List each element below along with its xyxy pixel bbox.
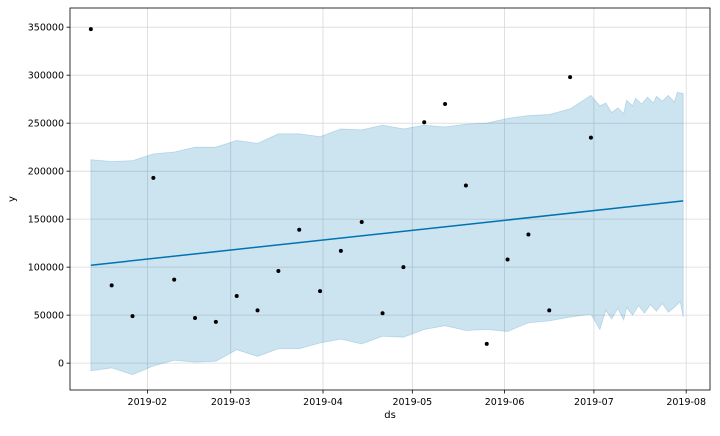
observed-point bbox=[359, 220, 364, 225]
observed-point bbox=[234, 293, 239, 298]
x-axis-label: ds bbox=[384, 410, 396, 421]
observed-point bbox=[255, 308, 260, 313]
plot-frame bbox=[69, 7, 711, 391]
observed-point bbox=[588, 135, 593, 140]
y-axis-label: y bbox=[7, 196, 18, 202]
observed-point bbox=[526, 232, 531, 237]
x-tick-label: 2019-04 bbox=[303, 397, 343, 408]
observed-point bbox=[151, 175, 156, 180]
observed-point bbox=[172, 277, 177, 282]
trend-line-layer bbox=[90, 200, 684, 266]
x-tick-label: 2019-03 bbox=[211, 397, 251, 408]
observed-point bbox=[318, 289, 323, 294]
x-tick-label: 2019-05 bbox=[392, 397, 432, 408]
y-tick-label: 200000 bbox=[28, 167, 64, 178]
observed-point bbox=[338, 248, 343, 253]
observed-point bbox=[463, 183, 468, 188]
x-tick-label: 2019-08 bbox=[666, 397, 706, 408]
y-tick-label: 0 bbox=[58, 359, 64, 370]
forecast-trend-line bbox=[90, 200, 684, 266]
observed-point bbox=[568, 75, 573, 80]
axis-ticks: 2019-02 2019-03 2019-04 2019-05 2019-06 2019-… bbox=[28, 23, 706, 408]
observed-point bbox=[547, 308, 552, 313]
observed-point bbox=[505, 257, 510, 262]
observed-point bbox=[422, 120, 427, 125]
y-tick-label: 300000 bbox=[28, 71, 64, 82]
y-tick-label: 150000 bbox=[28, 215, 64, 226]
y-tick-label: 50000 bbox=[34, 311, 64, 322]
x-tick-label: 2019-02 bbox=[128, 397, 168, 408]
observed-point bbox=[276, 268, 281, 273]
y-tick-label: 250000 bbox=[28, 119, 64, 130]
observed-point bbox=[193, 316, 198, 321]
x-tick-label: 2019-06 bbox=[485, 397, 525, 408]
observed-point bbox=[380, 311, 385, 316]
observed-point bbox=[213, 319, 218, 324]
x-tick-label: 2019-07 bbox=[574, 397, 614, 408]
observed-point bbox=[443, 101, 448, 106]
observed-point bbox=[109, 283, 114, 288]
y-tick-label: 350000 bbox=[28, 23, 64, 34]
y-tick-label: 100000 bbox=[28, 263, 64, 274]
observed-point bbox=[130, 314, 135, 319]
observed-points-layer bbox=[88, 27, 593, 346]
observed-point bbox=[88, 27, 93, 32]
observed-point bbox=[484, 341, 489, 346]
observed-point bbox=[297, 227, 302, 232]
grid bbox=[70, 8, 710, 390]
observed-point bbox=[401, 265, 406, 270]
